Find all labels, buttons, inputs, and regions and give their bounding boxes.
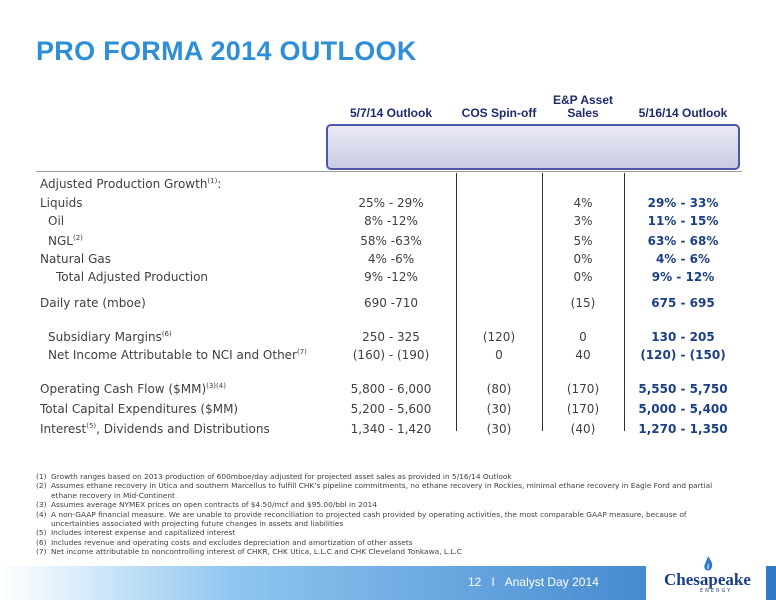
row-label: Subsidiary Margins(6) (48, 330, 172, 344)
footnotes: (1) Growth ranges based on 2013 productio… (36, 472, 736, 557)
footnote: (2) Assumes ethane recovery in Utica and … (36, 481, 713, 500)
value-5-7-outlook: 58% -63% (360, 234, 422, 248)
header-5-7-outlook: 5/7/14 Outlook (349, 106, 433, 120)
header-cos-spinoff: COS Spin-off (461, 106, 537, 120)
value-5-16-outlook: 5,550 - 5,750 (638, 382, 728, 396)
value-5-16-outlook: 63% - 68% (647, 234, 719, 248)
table-row: Oil 8% -12% 3% 11% - 15% (36, 214, 742, 230)
row-label: Oil (48, 214, 65, 228)
value-5-7-outlook: (160) - (190) (352, 348, 430, 362)
value-asset-sales: (170) (566, 382, 600, 396)
table-row: Liquids 25% - 29% 4% 29% - 33% (36, 196, 742, 212)
value-5-7-outlook: 1,340 - 1,420 (350, 422, 432, 436)
value-cos-spinoff: (30) (486, 422, 512, 436)
header-sales: Sales (567, 106, 599, 120)
value-5-7-outlook: 5,800 - 6,000 (350, 382, 432, 396)
header-ep-asset: E&P Asset (552, 93, 614, 107)
row-label: Daily rate (mboe) (40, 296, 146, 310)
value-asset-sales: (170) (566, 402, 600, 416)
value-5-7-outlook: 25% - 29% (358, 196, 424, 210)
value-cos-spinoff: 0 (495, 348, 503, 362)
row-label: Natural Gas (40, 252, 111, 266)
value-asset-sales: (40) (570, 422, 596, 436)
value-5-7-outlook: 9% -12% (364, 270, 418, 284)
value-5-16-outlook: 1,270 - 1,350 (638, 422, 728, 436)
page-number: 12 (468, 575, 482, 589)
row-label: Net Income Attributable to NCI and Other… (48, 348, 307, 362)
row-label: Liquids (40, 196, 83, 210)
footnote: (5) Includes interest expense and capital… (36, 528, 236, 538)
page-title: PRO FORMA 2014 OUTLOOK (36, 36, 417, 66)
value-asset-sales: 5% (573, 234, 593, 248)
footnote: (6) Includes revenue and operating costs … (36, 537, 413, 547)
header-5-16-outlook: 5/16/14 Outlook (638, 106, 728, 120)
row-label: Total Capital Expenditures ($MM) (40, 402, 239, 416)
footnote: (4) A non-GAAP financial measure. We are … (36, 509, 687, 529)
column-divider (456, 173, 457, 431)
value-cos-spinoff: (30) (486, 402, 512, 416)
company-logo-sub: ENERGY (700, 588, 733, 594)
table-row: Total Capital Expenditures ($MM) 5,200 - … (36, 402, 742, 418)
footnote: (1) Growth ranges based on 2013 productio… (36, 472, 512, 481)
row-label: Total Adjusted Production (56, 270, 209, 284)
section-row: Adjusted Production Growth(1): (36, 177, 742, 193)
table-row: Natural Gas 4% -6% 0% 4% - 6% (36, 252, 742, 268)
value-5-16-outlook: 130 - 205 (651, 330, 715, 344)
column-divider (624, 173, 625, 431)
table-row: Subsidiary Margins(6) 250 - 325 (120) 0 130 … (36, 330, 742, 346)
value-asset-sales: 0 (579, 330, 587, 344)
table-header-band (326, 124, 740, 170)
value-5-7-outlook: 5,200 - 5,600 (350, 402, 432, 416)
row-label: NGL(2) (48, 234, 83, 248)
value-5-16-outlook: 5,000 - 5,400 (638, 402, 728, 416)
value-asset-sales: 40 (575, 348, 591, 362)
section-suffix: : (217, 177, 222, 191)
value-5-16-outlook: (120) - (150) (640, 348, 726, 362)
value-5-7-outlook: 8% -12% (364, 214, 418, 228)
footnote: (7) Net income attributable to noncontrol… (36, 547, 462, 557)
value-asset-sales: 4% (573, 196, 593, 210)
flame-icon (704, 556, 713, 571)
value-cos-spinoff: (120) (482, 330, 516, 344)
header-divider (36, 171, 742, 172)
value-asset-sales: 3% (573, 214, 593, 228)
table-row: Daily rate (mboe) 690 -710 (15) 675 - 695 (36, 296, 742, 312)
table-row: Interest(5), Dividends and Distributions… (36, 422, 742, 438)
value-5-16-outlook: 11% - 15% (647, 214, 719, 228)
table-row: Net Income Attributable to NCI and Other… (36, 348, 742, 364)
value-5-7-outlook: 690 -710 (364, 296, 418, 310)
row-label: Operating Cash Flow ($MM)(3)(4) (40, 382, 226, 396)
value-5-16-outlook: 675 - 695 (651, 296, 715, 310)
footer-separator: I (491, 575, 495, 589)
table-row: NGL(2) 58% -63% 5% 63% - 68% (36, 234, 742, 250)
value-5-16-outlook: 29% - 33% (647, 196, 719, 210)
section-sup: (1) (207, 177, 218, 185)
company-logo: Chesapeake (664, 570, 751, 589)
value-5-7-outlook: 4% -6% (367, 252, 415, 266)
value-asset-sales: 0% (573, 270, 593, 284)
section-label: Adjusted Production Growth (40, 177, 208, 191)
value-cos-spinoff: (80) (486, 382, 512, 396)
footer-text: 12 I Analyst Day 2014 (468, 575, 599, 589)
event-name: Analyst Day 2014 (504, 575, 599, 589)
value-asset-sales: 0% (573, 252, 593, 266)
value-5-16-outlook: 4% - 6% (655, 252, 711, 266)
table-row: Operating Cash Flow ($MM)(3)(4) 5,800 - 6… (36, 382, 742, 398)
value-asset-sales: (15) (570, 296, 596, 310)
footnote: (3) Assumes average NYMEX prices on open … (36, 500, 377, 510)
table-row: Total Adjusted Production 9% -12% 0% 9% - 1… (36, 270, 742, 286)
column-divider (542, 173, 543, 431)
value-5-16-outlook: 9% - 12% (651, 270, 715, 284)
row-label: Interest(5), Dividends and Distributions (40, 422, 270, 436)
value-5-7-outlook: 250 - 325 (362, 330, 420, 344)
